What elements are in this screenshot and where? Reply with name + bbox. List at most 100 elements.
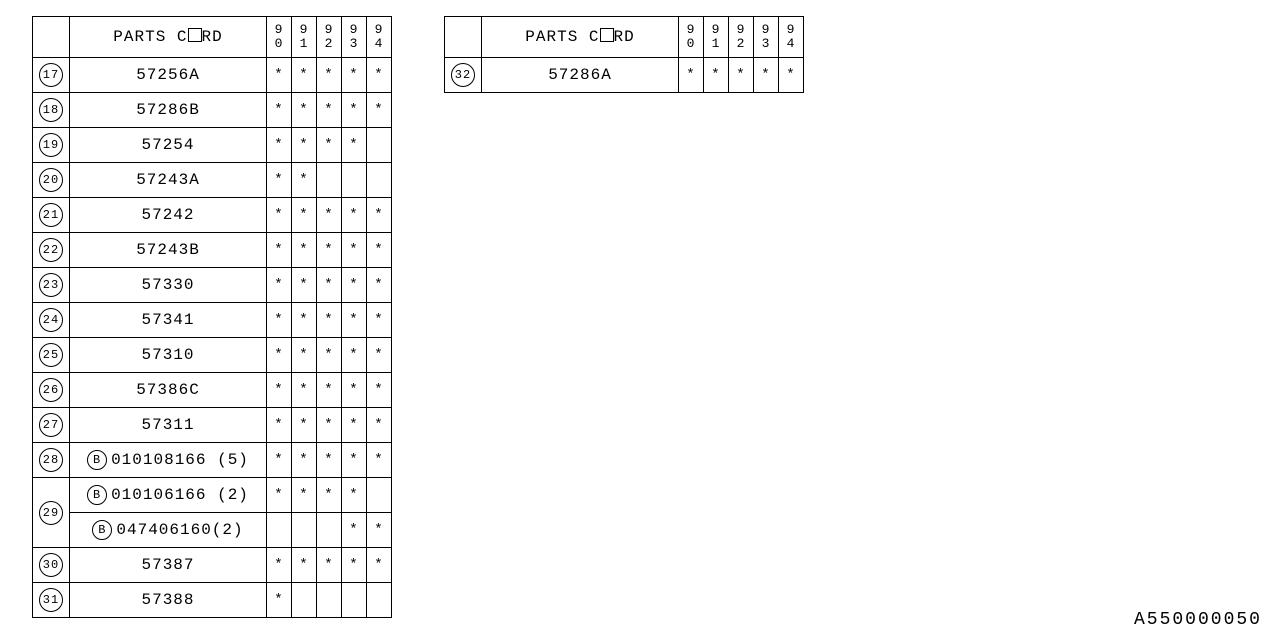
page: PARTS CRD90919293941757256A*****1857286B…	[0, 0, 1280, 640]
row-index: 23	[33, 268, 70, 303]
header-year-1: 91	[292, 17, 317, 58]
mark-cell	[367, 583, 392, 618]
mark-cell: *	[267, 58, 292, 93]
mark-cell: *	[342, 268, 367, 303]
part-cell: 57242	[70, 198, 267, 233]
table-row: 2557310*****	[33, 338, 392, 373]
mark-cell: *	[342, 338, 367, 373]
mark-cell: *	[317, 128, 342, 163]
part-cell: 57254	[70, 128, 267, 163]
mark-cell: *	[367, 198, 392, 233]
part-cell: 57386C	[70, 373, 267, 408]
mark-cell: *	[292, 408, 317, 443]
mark-cell: *	[342, 373, 367, 408]
mark-cell: *	[267, 268, 292, 303]
row-index: 17	[33, 58, 70, 93]
mark-cell: *	[292, 478, 317, 513]
part-cell: B010108166 (5)	[70, 443, 267, 478]
parts-table-1: PARTS CRD90919293941757256A*****1857286B…	[32, 16, 392, 618]
mark-cell: *	[292, 268, 317, 303]
mark-cell: *	[292, 58, 317, 93]
table-row: 2357330*****	[33, 268, 392, 303]
part-cell: 57243B	[70, 233, 267, 268]
mark-cell: *	[317, 443, 342, 478]
header-blank	[33, 17, 70, 58]
mark-cell: *	[267, 93, 292, 128]
index-circle: 29	[39, 501, 63, 525]
mark-cell	[317, 513, 342, 548]
mark-cell: *	[367, 443, 392, 478]
part-cell: 57388	[70, 583, 267, 618]
row-index: 18	[33, 93, 70, 128]
mark-cell: *	[317, 548, 342, 583]
row-index: 29	[33, 478, 70, 548]
part-code: 57387	[141, 556, 194, 574]
part-cell: 57256A	[70, 58, 267, 93]
mark-cell: *	[342, 303, 367, 338]
part-code: 010106166 (2)	[111, 486, 249, 504]
mark-cell	[342, 583, 367, 618]
header-year-3: 93	[754, 17, 779, 58]
mark-cell: *	[267, 548, 292, 583]
mark-cell: *	[292, 93, 317, 128]
mark-cell: *	[367, 93, 392, 128]
table-row: 1757256A*****	[33, 58, 392, 93]
table-header-row: PARTS CRD9091929394	[33, 17, 392, 58]
index-circle: 19	[39, 133, 63, 157]
index-circle: 22	[39, 238, 63, 262]
mark-cell: *	[367, 233, 392, 268]
mark-cell: *	[292, 303, 317, 338]
part-cell: 57311	[70, 408, 267, 443]
part-cell: 57243A	[70, 163, 267, 198]
mark-cell: *	[367, 338, 392, 373]
index-circle: 24	[39, 308, 63, 332]
table-row: 2157242*****	[33, 198, 392, 233]
mark-cell	[367, 163, 392, 198]
mark-cell: *	[292, 548, 317, 583]
part-code: 57243B	[136, 241, 200, 259]
b-icon: B	[87, 485, 107, 505]
index-circle: 23	[39, 273, 63, 297]
mark-cell: *	[342, 233, 367, 268]
mark-cell	[292, 513, 317, 548]
row-index: 26	[33, 373, 70, 408]
table-row: 1957254****	[33, 128, 392, 163]
mark-cell	[367, 478, 392, 513]
mark-cell: *	[367, 303, 392, 338]
mark-cell: *	[342, 478, 367, 513]
mark-cell: *	[367, 58, 392, 93]
header-year-3: 93	[342, 17, 367, 58]
part-code: 57243A	[136, 171, 200, 189]
mark-cell: *	[267, 583, 292, 618]
mark-cell	[317, 583, 342, 618]
mark-cell: *	[367, 513, 392, 548]
index-circle: 20	[39, 168, 63, 192]
mark-cell: *	[679, 58, 704, 93]
row-index: 30	[33, 548, 70, 583]
table-row: 1857286B*****	[33, 93, 392, 128]
table-row: 3057387*****	[33, 548, 392, 583]
header-year-4: 94	[779, 17, 804, 58]
index-circle: 32	[451, 63, 475, 87]
mark-cell: *	[267, 373, 292, 408]
header-year-4: 94	[367, 17, 392, 58]
header-year-0: 90	[679, 17, 704, 58]
mark-cell: *	[267, 303, 292, 338]
part-code: 57286A	[548, 66, 612, 84]
row-index: 19	[33, 128, 70, 163]
footer-id: A550000050	[1134, 610, 1262, 630]
part-code: 57310	[141, 346, 194, 364]
square-icon	[188, 28, 202, 42]
mark-cell: *	[267, 478, 292, 513]
mark-cell: *	[342, 513, 367, 548]
part-cell: B047406160(2)	[70, 513, 267, 548]
mark-cell: *	[367, 373, 392, 408]
part-code: 010108166 (5)	[111, 451, 249, 469]
part-cell: 57330	[70, 268, 267, 303]
table-row: B047406160(2) **	[33, 513, 392, 548]
part-code: 047406160(2)	[116, 521, 243, 539]
mark-cell: *	[292, 233, 317, 268]
row-index: 24	[33, 303, 70, 338]
mark-cell: *	[292, 338, 317, 373]
mark-cell: *	[267, 233, 292, 268]
